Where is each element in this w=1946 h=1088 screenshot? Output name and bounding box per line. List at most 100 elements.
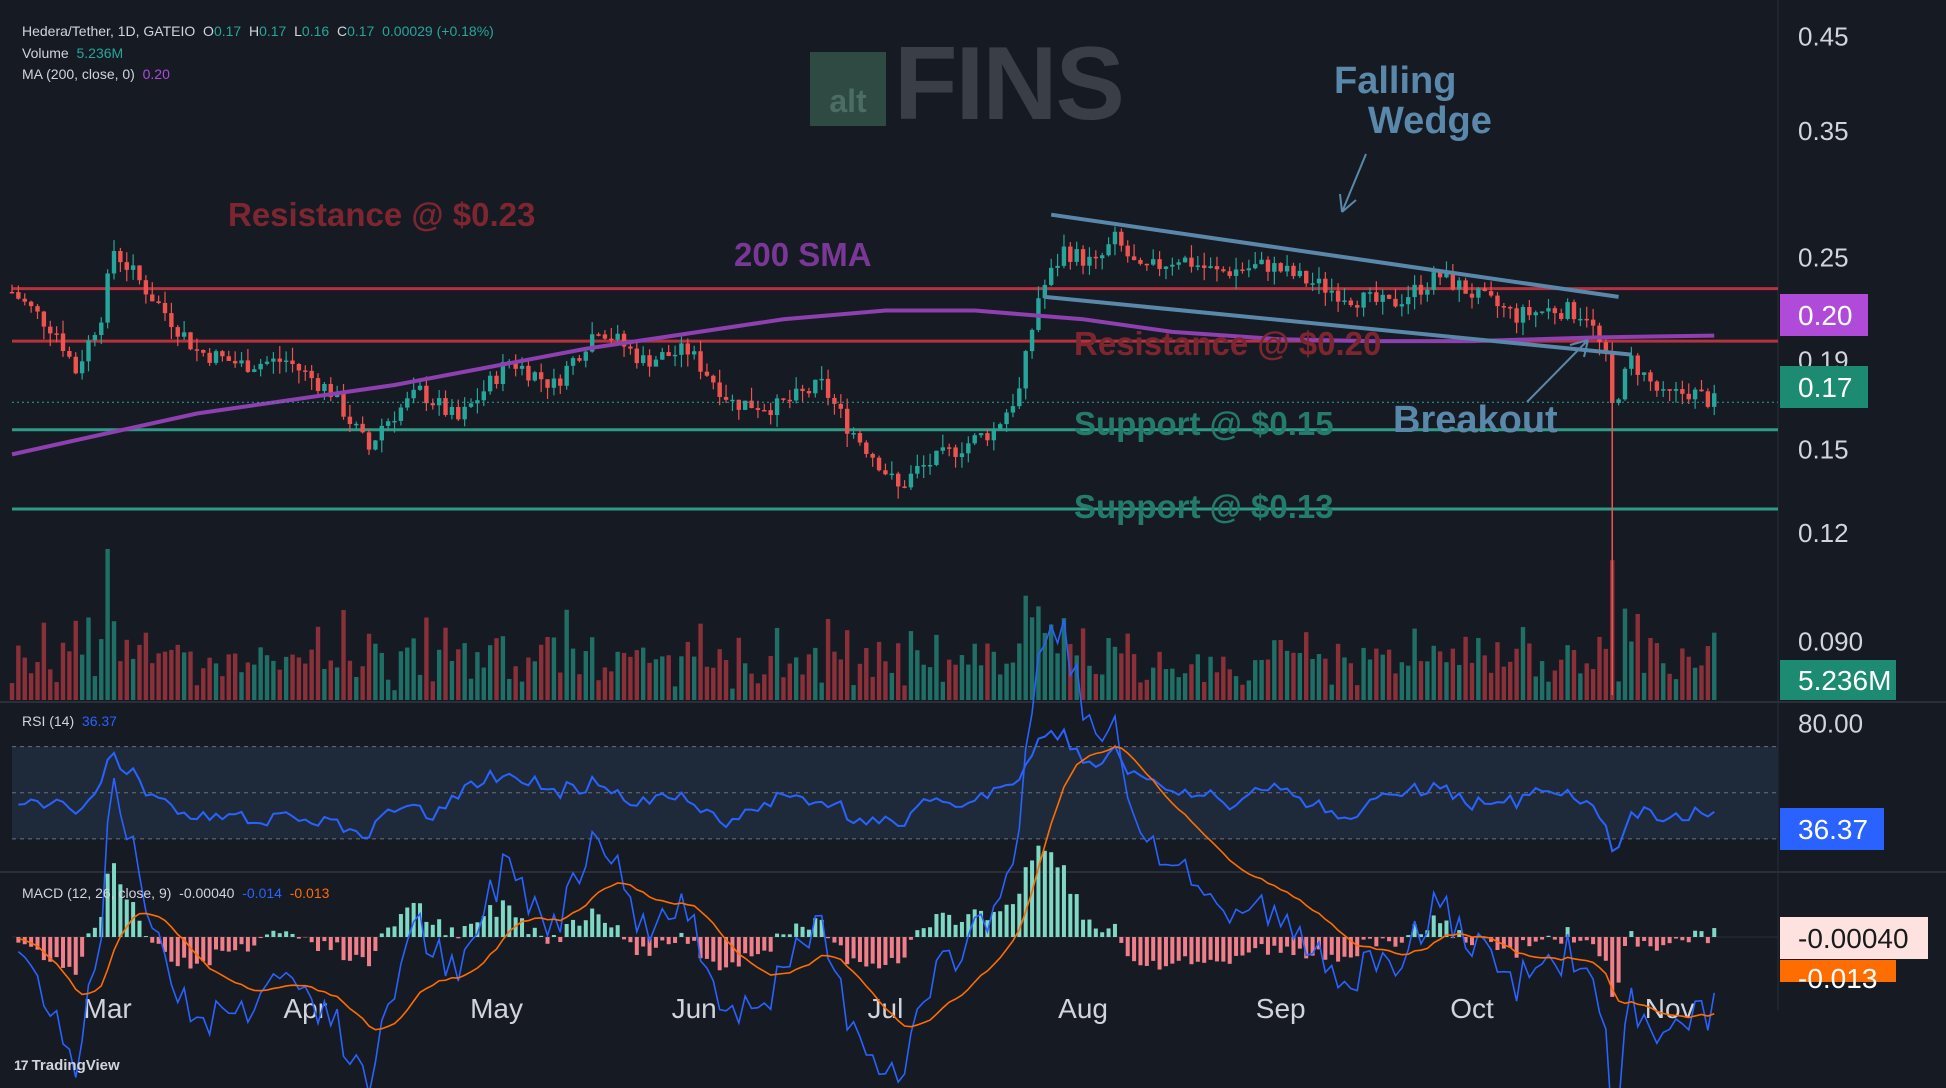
volume-bar — [1342, 657, 1347, 700]
volume-bar — [1546, 681, 1551, 700]
candle-body — [787, 399, 793, 402]
candle-body — [895, 473, 901, 487]
candle-body — [908, 473, 914, 488]
candle-body — [73, 356, 78, 374]
volume-bar — [1233, 676, 1239, 700]
candle-body — [997, 424, 1003, 429]
open-label: O — [203, 23, 214, 39]
candle-body — [9, 291, 15, 294]
macd-hist-bar — [1444, 920, 1449, 937]
macd-hist-bar — [258, 937, 263, 938]
candle-body — [456, 406, 461, 420]
candle-body — [921, 465, 926, 467]
volume-bar — [666, 655, 671, 700]
volume-bar — [92, 676, 98, 700]
volume-bar — [1144, 679, 1150, 700]
candle-body — [1425, 289, 1430, 295]
macd-hist-bar — [1278, 937, 1283, 953]
volume-bar — [258, 647, 263, 700]
macd-hist-bar — [175, 937, 180, 967]
candle-body — [1323, 278, 1328, 293]
macd-hist-bar — [1705, 937, 1710, 944]
macd-legend[interactable]: MACD (12, 26, close, 9) -0.00040 -0.014 … — [22, 885, 329, 901]
volume-bar — [328, 660, 333, 700]
volume-bar — [1131, 654, 1137, 700]
candle-body — [481, 391, 486, 401]
macd-hist-bar — [1291, 937, 1296, 956]
candle-body — [67, 351, 72, 357]
macd-hist-bar — [239, 937, 244, 945]
rsi-legend[interactable]: RSI (14) 36.37 — [22, 713, 117, 729]
volume-bar — [1514, 648, 1519, 700]
candle-body — [207, 352, 212, 363]
macd-hist-bar — [1183, 937, 1188, 957]
macd-hist-bar — [500, 900, 505, 937]
candle-body — [175, 327, 180, 337]
rsi-badge-bg — [1780, 808, 1884, 850]
high-label: H — [248, 23, 260, 39]
volume-bar — [194, 685, 200, 700]
macd-hist-bar — [959, 921, 964, 937]
volume-bar — [1559, 659, 1564, 700]
candle-body — [1661, 389, 1666, 391]
volume-bar — [927, 667, 933, 700]
candle-body — [698, 351, 703, 372]
volume-bar — [1055, 653, 1060, 700]
candle-body — [1055, 265, 1060, 268]
rsi-badge: 36.37 — [1798, 814, 1868, 845]
volume-bar — [1590, 669, 1596, 700]
macd-hist-bar — [1355, 937, 1360, 957]
symbol-legend[interactable]: Hedera/Tether, 1D, GATEIO O0.17 H0.17 L0… — [22, 23, 494, 39]
macd-hist-bar — [86, 933, 91, 937]
candle-body — [1495, 295, 1500, 307]
volume-bar — [143, 632, 149, 700]
volume-bar — [1552, 670, 1558, 700]
volume-bar — [1648, 637, 1653, 700]
ma-legend[interactable]: MA (200, close, 0) 0.20 — [22, 66, 170, 82]
candle-body — [487, 375, 493, 392]
volume-bar — [105, 548, 110, 700]
volume-bar — [621, 652, 627, 700]
macd-hist-bar — [590, 908, 595, 937]
volume-bar — [1240, 684, 1245, 700]
macd-hist-bar — [577, 925, 582, 937]
candle-body — [1546, 308, 1551, 312]
macd-hist-bar — [717, 937, 722, 971]
volume-bar — [921, 664, 926, 700]
macd-hist-bar — [1591, 937, 1596, 945]
volume-bar — [1316, 654, 1322, 700]
candle-body — [793, 388, 799, 401]
volume-bar — [1597, 636, 1602, 700]
volume-bar — [1635, 613, 1640, 700]
macd-hist-bar — [1418, 934, 1423, 937]
volume-bar — [1488, 672, 1494, 700]
candle-body — [660, 352, 665, 360]
candle-body — [1527, 307, 1532, 316]
volume-bar — [800, 674, 805, 700]
macd-hist-bar — [1438, 923, 1443, 937]
macd-hist-bar — [539, 935, 544, 937]
macd-value: -0.00040 — [179, 885, 235, 901]
candle-body — [1692, 389, 1698, 400]
candle-body — [985, 433, 990, 441]
macd-hist-bar — [1629, 931, 1634, 937]
volume-bar — [1692, 667, 1698, 700]
volume-legend[interactable]: Volume 5.236M — [22, 45, 123, 61]
macd-hist-bar — [1597, 937, 1602, 957]
macd-hist-bar — [1304, 937, 1309, 959]
volume-bar — [1425, 661, 1430, 700]
macd-hist-bar — [143, 936, 148, 937]
tradingview-logo[interactable]: 17 TradingView — [14, 1057, 120, 1074]
volume-bar — [252, 664, 257, 700]
volume-bar — [79, 654, 85, 700]
volume-bar — [1680, 648, 1685, 700]
ma-price-badge-bg — [1780, 294, 1868, 336]
volume-bar — [634, 650, 639, 700]
volume-bar — [468, 678, 474, 700]
macd-hist-bar — [379, 933, 384, 937]
candle-body — [1144, 263, 1150, 266]
volume-bar — [985, 643, 990, 700]
macd-hist-bar — [316, 937, 321, 951]
volume-bar — [685, 641, 690, 700]
